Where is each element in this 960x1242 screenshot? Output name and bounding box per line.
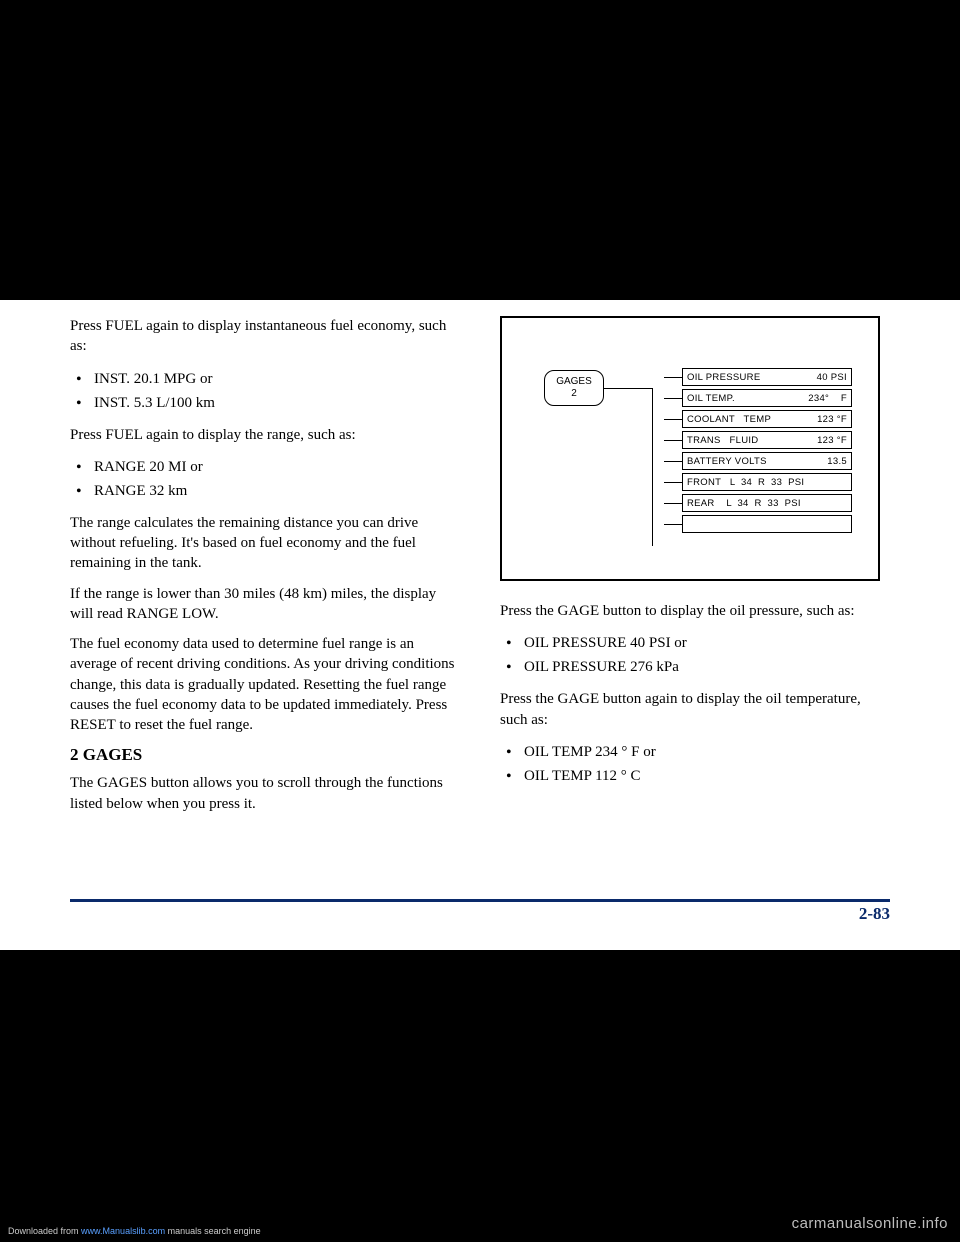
left-column: Press FUEL again to display instantaneou… — [70, 316, 460, 824]
connector-line — [664, 524, 682, 525]
page-number: 2-83 — [859, 904, 890, 924]
readout-stack: OIL PRESSURE 40 PSI OIL TEMP. 234° F — [664, 368, 852, 536]
paragraph: If the range is lower than 30 miles (48 … — [70, 584, 460, 625]
gages-button-label-bottom: 2 — [545, 388, 603, 400]
gages-button-label-top: GAGES — [545, 376, 603, 388]
diagram-connector-v — [652, 388, 653, 546]
connector-line — [664, 482, 682, 483]
footer-pre: Downloaded from — [8, 1226, 81, 1236]
diagram-connector-h — [604, 388, 652, 389]
readout-box: FRONT L 34 R 33 PSI — [682, 473, 852, 491]
readout-right: 234° F — [808, 393, 847, 404]
right-column: GAGES 2 OIL PRESSURE 40 PSI — [500, 316, 890, 824]
content-columns: Press FUEL again to display instantaneou… — [70, 316, 890, 824]
gages-button-icon: GAGES 2 — [544, 370, 604, 406]
readout-row: COOLANT TEMP 123 °F — [664, 410, 852, 428]
readout-row: FRONT L 34 R 33 PSI — [664, 473, 852, 491]
connector-line — [664, 398, 682, 399]
readout-row: REAR L 34 R 33 PSI — [664, 494, 852, 512]
readout-box: BATTERY VOLTS 13.5 — [682, 452, 852, 470]
list-item: OIL PRESSURE 276 kPa — [500, 655, 890, 679]
paragraph: The GAGES button allows you to scroll th… — [70, 773, 460, 814]
readout-box: TRANS FLUID 123 °F — [682, 431, 852, 449]
readout-right: 40 PSI — [817, 372, 847, 383]
readout-box: COOLANT TEMP 123 °F — [682, 410, 852, 428]
readout-box: OIL PRESSURE 40 PSI — [682, 368, 852, 386]
list-item: OIL TEMP 234 ° F or — [500, 740, 890, 764]
footer-post: manuals search engine — [165, 1226, 261, 1236]
watermark-text: carmanualsonline.info — [792, 1215, 948, 1232]
list-item: RANGE 20 MI or — [70, 455, 460, 479]
readout-left: COOLANT TEMP — [687, 414, 771, 425]
page-white-area: Press FUEL again to display instantaneou… — [0, 300, 960, 950]
bullet-list: OIL PRESSURE 40 PSI or OIL PRESSURE 276 … — [500, 631, 890, 679]
readout-row: OIL PRESSURE 40 PSI — [664, 368, 852, 386]
readout-left: TRANS FLUID — [687, 435, 758, 446]
readout-row: OIL TEMP. 234° F — [664, 389, 852, 407]
bullet-list: OIL TEMP 234 ° F or OIL TEMP 112 ° C — [500, 740, 890, 788]
readout-left: BATTERY VOLTS — [687, 456, 767, 467]
readout-row: BATTERY VOLTS 13.5 — [664, 452, 852, 470]
connector-line — [664, 377, 682, 378]
readout-box-empty — [682, 515, 852, 533]
connector-line — [664, 461, 682, 462]
readout-box: OIL TEMP. 234° F — [682, 389, 852, 407]
readout-box: REAR L 34 R 33 PSI — [682, 494, 852, 512]
readout-right: 123 °F — [817, 414, 847, 425]
connector-line — [664, 440, 682, 441]
connector-line — [664, 503, 682, 504]
readout-right: 123 °F — [817, 435, 847, 446]
paragraph: Press FUEL again to display instantaneou… — [70, 316, 460, 357]
list-item: RANGE 32 km — [70, 479, 460, 503]
page-outer: Press FUEL again to display instantaneou… — [0, 0, 960, 1242]
section-heading-gages: 2 GAGES — [70, 745, 460, 765]
paragraph: The fuel economy data used to determine … — [70, 634, 460, 735]
paragraph: Press FUEL again to display the range, s… — [70, 425, 460, 445]
readout-row — [664, 515, 852, 533]
connector-line — [664, 419, 682, 420]
gages-diagram: GAGES 2 OIL PRESSURE 40 PSI — [500, 316, 880, 581]
bullet-list: RANGE 20 MI or RANGE 32 km — [70, 455, 460, 503]
readout-left: OIL TEMP. — [687, 393, 735, 404]
footer-link: www.Manualslib.com — [81, 1226, 165, 1236]
readout-left: OIL PRESSURE — [687, 372, 760, 383]
download-footer: Downloaded from www.Manualslib.com manua… — [8, 1226, 261, 1236]
readout-left: REAR L 34 R 33 PSI — [687, 498, 801, 509]
list-item: OIL PRESSURE 40 PSI or — [500, 631, 890, 655]
list-item: INST. 20.1 MPG or — [70, 367, 460, 391]
readout-left: FRONT L 34 R 33 PSI — [687, 477, 804, 488]
readout-row: TRANS FLUID 123 °F — [664, 431, 852, 449]
paragraph: Press the GAGE button to display the oil… — [500, 601, 890, 621]
list-item: INST. 5.3 L/100 km — [70, 391, 460, 415]
paragraph: The range calculates the remaining dista… — [70, 513, 460, 574]
page-footer-rule — [70, 899, 890, 902]
paragraph: Press the GAGE button again to display t… — [500, 689, 890, 730]
list-item: OIL TEMP 112 ° C — [500, 764, 890, 788]
readout-right: 13.5 — [827, 456, 847, 467]
bullet-list: INST. 20.1 MPG or INST. 5.3 L/100 km — [70, 367, 460, 415]
